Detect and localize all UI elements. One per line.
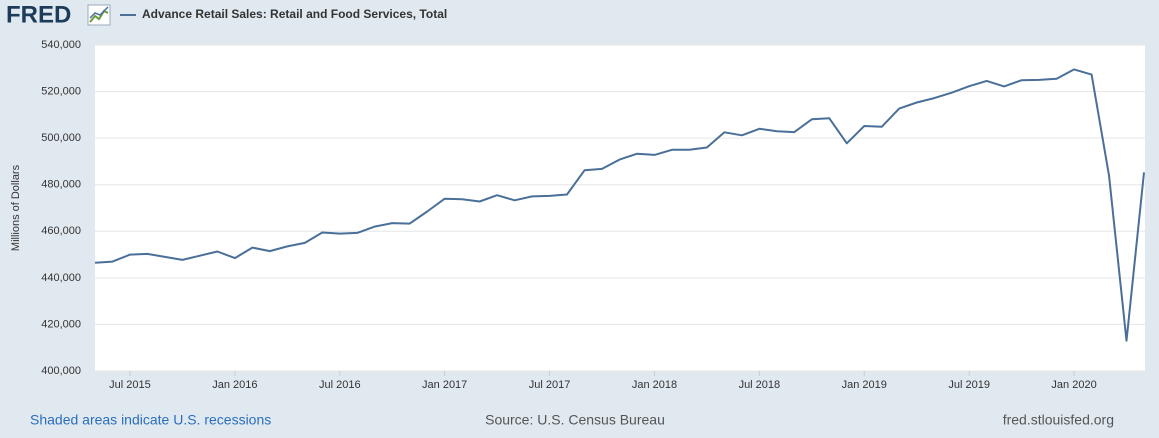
source: Source: U.S. Census Bureau	[485, 412, 665, 428]
x-tick-label: Jul 2015	[109, 379, 151, 391]
series-line	[94, 68, 1145, 342]
y-tick-label: 440,000	[41, 272, 81, 284]
x-tick-label: Jan 2017	[422, 379, 467, 391]
logo: FRED	[6, 1, 71, 28]
x-tick-label: Jan 2020	[1051, 379, 1096, 391]
site-link[interactable]: fred.stlouisfed.org	[1003, 412, 1114, 428]
y-tick-label: 460,000	[41, 225, 81, 237]
y-tick-label: 540,000	[41, 39, 81, 51]
x-tick-label: Jan 2016	[212, 379, 257, 391]
y-tick-label: 480,000	[41, 179, 81, 191]
recession-note[interactable]: Shaded areas indicate U.S. recessions	[30, 412, 271, 428]
x-tick-label: Jul 2019	[948, 379, 990, 391]
y-tick-label: 420,000	[41, 318, 81, 330]
y-tick-label: 520,000	[41, 85, 81, 97]
logo-icon	[87, 4, 111, 26]
x-tick-label: Jul 2016	[319, 379, 361, 391]
x-tick-label: Jan 2018	[632, 379, 677, 391]
y-axis-label: Millions of Dollars	[10, 164, 22, 251]
x-tick-label: Jul 2017	[529, 379, 571, 391]
legend-label: Advance Retail Sales: Retail and Food Se…	[142, 7, 447, 21]
x-tick-label: Jan 2019	[842, 379, 887, 391]
y-tick-label: 500,000	[41, 132, 81, 144]
y-tick-label: 400,000	[41, 365, 81, 377]
x-tick-label: Jul 2018	[739, 379, 781, 391]
plot-area	[95, 45, 1145, 371]
